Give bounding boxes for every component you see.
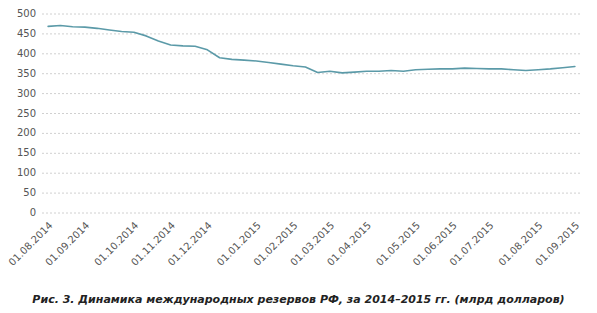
y-tick-label: 450 — [17, 28, 36, 39]
x-axis: 01.08.201401.09.201401.10.201401.11.2014… — [6, 220, 581, 268]
grid-line — [42, 133, 581, 134]
y-tick-label: 150 — [17, 147, 36, 158]
y-tick-label: 400 — [17, 48, 36, 59]
grid-line — [42, 14, 581, 15]
grid-line — [42, 113, 581, 114]
chart: 0 50 100 150 200 250 300 350 400 450 500 01.08.2014… — [0, 0, 597, 313]
x-tick-label: 01.09.2014 — [43, 220, 91, 268]
grid-line — [42, 153, 581, 154]
y-tick-label: 0 — [30, 207, 36, 218]
grid-line — [42, 53, 581, 54]
y-tick-label: 250 — [17, 108, 36, 119]
y-tick-label: 350 — [17, 68, 36, 79]
y-tick-label: 100 — [17, 167, 36, 178]
x-tick-label: 01.04.2015 — [325, 220, 373, 268]
x-tick-label: 01.07.2015 — [447, 220, 495, 268]
y-tick-label: 300 — [17, 88, 36, 99]
grid-line — [42, 173, 581, 174]
x-tick-label: 01.09.2015 — [533, 220, 581, 268]
grid-line — [42, 73, 581, 74]
grid-line — [42, 93, 581, 94]
grid-line — [42, 193, 581, 194]
y-tick-label: 200 — [17, 127, 36, 138]
grid-line — [42, 33, 581, 34]
y-axis: 0 50 100 150 200 250 300 350 400 450 500 — [17, 8, 36, 218]
title: Рис. 3. Динамика международных резервов … — [32, 293, 564, 306]
y-tick-label: 500 — [17, 8, 36, 19]
grid-line — [42, 213, 581, 214]
y-tick-label: 50 — [23, 187, 36, 198]
plot-area — [48, 26, 575, 73]
line — [48, 26, 575, 73]
grid — [42, 14, 581, 213]
x-tick-label: 01.12.2014 — [166, 220, 214, 268]
